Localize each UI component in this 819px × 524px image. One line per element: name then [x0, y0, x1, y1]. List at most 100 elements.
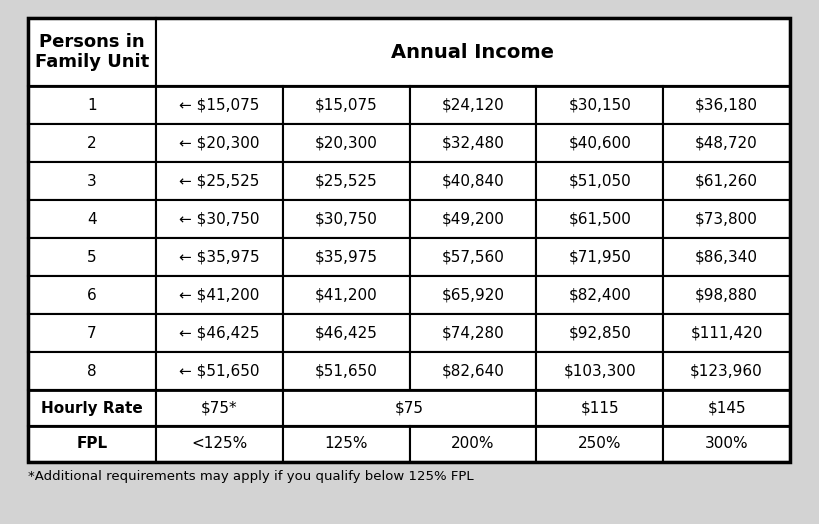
Text: $61,500: $61,500: [568, 212, 631, 226]
Text: $103,300: $103,300: [563, 364, 636, 378]
Text: Persons in
Family Unit: Persons in Family Unit: [35, 32, 149, 71]
Text: 2: 2: [87, 136, 97, 150]
Bar: [28, 86, 156, 124]
Bar: [410, 426, 536, 462]
Bar: [536, 276, 663, 314]
Bar: [663, 86, 789, 124]
Text: $115: $115: [580, 400, 618, 416]
Text: $51,650: $51,650: [314, 364, 378, 378]
Bar: [28, 18, 789, 462]
Bar: [536, 390, 663, 426]
Text: <125%: <125%: [191, 436, 247, 452]
Text: $49,200: $49,200: [441, 212, 504, 226]
Bar: [410, 352, 536, 390]
Text: 200%: 200%: [450, 436, 494, 452]
Bar: [663, 352, 789, 390]
Text: Hourly Rate: Hourly Rate: [41, 400, 143, 416]
Text: 8: 8: [87, 364, 97, 378]
Bar: [283, 86, 410, 124]
Bar: [156, 18, 789, 86]
Bar: [536, 352, 663, 390]
Bar: [410, 276, 536, 314]
Bar: [410, 200, 536, 238]
Bar: [28, 352, 156, 390]
Bar: [156, 238, 283, 276]
Text: $61,260: $61,260: [695, 173, 758, 189]
Bar: [28, 162, 156, 200]
Bar: [536, 124, 663, 162]
Bar: [283, 124, 410, 162]
Bar: [156, 352, 283, 390]
Bar: [28, 276, 156, 314]
Text: *Additional requirements may apply if you qualify below 125% FPL: *Additional requirements may apply if yo…: [28, 470, 473, 483]
Text: $82,640: $82,640: [441, 364, 504, 378]
Text: $65,920: $65,920: [441, 288, 504, 302]
Bar: [663, 200, 789, 238]
Text: ← $46,425: ← $46,425: [179, 325, 260, 341]
Text: ← $25,525: ← $25,525: [179, 173, 260, 189]
Bar: [156, 276, 283, 314]
Text: $82,400: $82,400: [568, 288, 631, 302]
Text: 300%: 300%: [704, 436, 748, 452]
Text: $41,200: $41,200: [314, 288, 377, 302]
Text: $145: $145: [707, 400, 745, 416]
Text: 3: 3: [87, 173, 97, 189]
Bar: [283, 352, 410, 390]
Text: $57,560: $57,560: [441, 249, 504, 265]
Bar: [28, 390, 156, 426]
Bar: [283, 390, 536, 426]
Bar: [283, 238, 410, 276]
Bar: [156, 162, 283, 200]
Text: ← $20,300: ← $20,300: [179, 136, 260, 150]
Bar: [663, 238, 789, 276]
Text: ← $30,750: ← $30,750: [179, 212, 260, 226]
Text: $71,950: $71,950: [568, 249, 631, 265]
Text: 6: 6: [87, 288, 97, 302]
Bar: [536, 162, 663, 200]
Bar: [156, 390, 283, 426]
Bar: [410, 314, 536, 352]
Text: $111,420: $111,420: [690, 325, 762, 341]
Bar: [410, 124, 536, 162]
Bar: [156, 86, 283, 124]
Text: $75*: $75*: [201, 400, 238, 416]
Text: $46,425: $46,425: [314, 325, 378, 341]
Bar: [28, 426, 156, 462]
Text: $20,300: $20,300: [314, 136, 378, 150]
Text: $30,150: $30,150: [568, 97, 631, 113]
Text: $24,120: $24,120: [441, 97, 504, 113]
Bar: [156, 124, 283, 162]
Text: $75: $75: [395, 400, 423, 416]
Bar: [663, 426, 789, 462]
Text: Annual Income: Annual Income: [391, 42, 554, 61]
Bar: [410, 238, 536, 276]
Text: $73,800: $73,800: [695, 212, 757, 226]
Bar: [663, 390, 789, 426]
Text: $35,975: $35,975: [314, 249, 378, 265]
Text: $86,340: $86,340: [695, 249, 758, 265]
Text: $25,525: $25,525: [314, 173, 377, 189]
Bar: [28, 18, 156, 86]
Text: $30,750: $30,750: [314, 212, 378, 226]
Text: $15,075: $15,075: [314, 97, 377, 113]
Bar: [283, 162, 410, 200]
Bar: [536, 314, 663, 352]
Bar: [283, 426, 410, 462]
Text: ← $35,975: ← $35,975: [179, 249, 260, 265]
Text: $123,960: $123,960: [690, 364, 762, 378]
Text: $92,850: $92,850: [568, 325, 631, 341]
Text: ← $51,650: ← $51,650: [179, 364, 260, 378]
Text: ← $41,200: ← $41,200: [179, 288, 260, 302]
Text: $48,720: $48,720: [695, 136, 757, 150]
Text: $36,180: $36,180: [695, 97, 758, 113]
Bar: [156, 426, 283, 462]
Text: $40,600: $40,600: [568, 136, 631, 150]
Text: $40,840: $40,840: [441, 173, 504, 189]
Bar: [28, 314, 156, 352]
Text: $98,880: $98,880: [695, 288, 757, 302]
Bar: [536, 86, 663, 124]
Bar: [283, 200, 410, 238]
Bar: [536, 238, 663, 276]
Bar: [410, 86, 536, 124]
Bar: [283, 314, 410, 352]
